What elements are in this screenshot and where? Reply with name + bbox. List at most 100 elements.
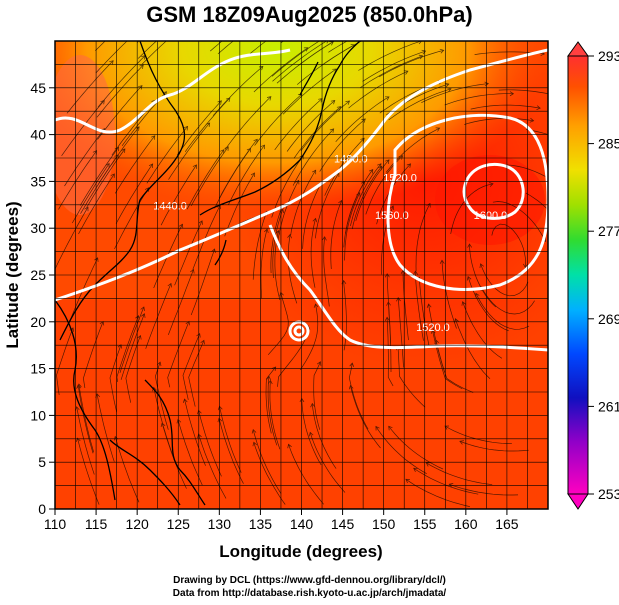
streamline-arrow <box>198 220 203 225</box>
contour-line <box>386 113 548 291</box>
streamline-arrow <box>386 301 391 306</box>
streamline-arrow <box>413 467 418 472</box>
y-tick-label: 0 <box>38 501 46 517</box>
colorbar-top-arrow <box>567 41 589 57</box>
streamline-arrow <box>140 306 145 311</box>
streamline-arrow <box>156 361 162 367</box>
streamline <box>265 366 276 434</box>
streamline <box>96 64 144 118</box>
streamline-arrow <box>529 117 535 123</box>
streamline-arrow <box>152 386 157 392</box>
x-tick-label: 125 <box>167 516 191 532</box>
streamline <box>432 330 463 390</box>
footer: Drawing by DCL (https://www.gfd-dennou.o… <box>0 574 619 600</box>
streamline-arrow <box>444 82 450 88</box>
streamline <box>71 163 110 224</box>
streamline-arrow <box>354 28 358 32</box>
streamline <box>115 163 153 224</box>
streamline <box>252 211 268 280</box>
streamline <box>296 44 355 85</box>
streamline-arrow <box>425 462 431 467</box>
colorbar-tick-label: 261 <box>598 398 619 414</box>
y-tick-label: 5 <box>38 454 46 470</box>
x-tick-label: 150 <box>372 516 396 532</box>
streamline-arrow <box>77 383 82 388</box>
streamline-arrow <box>220 149 225 154</box>
streamline-arrow <box>310 402 315 408</box>
streamline-arrow <box>332 68 337 73</box>
streamline <box>192 204 221 270</box>
streamline <box>402 270 409 341</box>
streamline <box>119 306 145 373</box>
streamline <box>56 327 74 395</box>
streamline-arrow <box>447 87 452 93</box>
streamline <box>344 192 361 261</box>
streamline <box>274 98 323 151</box>
streamline <box>190 146 229 207</box>
streamline <box>413 467 479 495</box>
streamline <box>168 122 210 180</box>
contour-label: 1480.0 <box>334 154 368 166</box>
streamline <box>397 346 426 408</box>
streamline <box>114 436 140 503</box>
x-axis-title: Longitude (degrees) <box>219 542 382 561</box>
streamline <box>298 41 336 66</box>
streamline <box>58 150 97 210</box>
streamline-arrow <box>558 183 562 187</box>
colorbar-tick-label: 253 <box>598 486 619 502</box>
streamline <box>421 83 489 104</box>
streamline <box>270 204 284 274</box>
streamline <box>450 183 494 234</box>
streamline-arrow <box>192 164 197 169</box>
streamline <box>167 321 190 388</box>
colorbar: 293 285 277 269 261 253 <box>567 41 619 510</box>
streamline <box>288 444 324 505</box>
streamline <box>300 303 319 371</box>
streamline-arrow <box>564 96 568 100</box>
contour-label: 1520.0 <box>383 172 417 184</box>
y-tick-label: 25 <box>30 267 46 283</box>
y-tick-label: 45 <box>30 80 46 96</box>
streamline <box>137 41 157 59</box>
y-tick-label: 20 <box>30 314 46 330</box>
streamline <box>498 89 548 95</box>
streamline <box>79 146 119 206</box>
streamline <box>378 49 444 78</box>
colorbar-tick-label: 285 <box>598 136 619 152</box>
streamline <box>388 426 444 470</box>
streamline <box>83 321 104 389</box>
streamline-arrow <box>185 320 190 326</box>
contour-line <box>293 325 305 337</box>
streamline-arrow <box>389 205 395 211</box>
streamline <box>415 271 424 341</box>
streamline-arrow <box>275 230 281 235</box>
streamline-arrow <box>384 316 390 321</box>
contour-label: 1440.0 <box>153 200 187 212</box>
y-tick-label: 40 <box>30 127 46 143</box>
streamline <box>330 200 342 270</box>
streamline-arrow <box>271 366 277 372</box>
streamline-arrow <box>148 163 154 169</box>
streamline-arrow <box>368 168 374 174</box>
streamline-arrow <box>454 318 459 323</box>
streamline <box>96 393 115 462</box>
streamline <box>77 384 94 454</box>
streamline-arrow <box>266 375 272 381</box>
streamline-arrow <box>94 257 99 262</box>
streamline-arrow <box>312 169 317 175</box>
streamline <box>254 93 303 146</box>
contour-label: 1600.0 <box>474 210 508 222</box>
streamline <box>480 263 529 297</box>
streamline-arrow <box>479 263 485 268</box>
streamline-arrow <box>92 150 97 155</box>
streamline-arrow <box>459 440 464 445</box>
streamline-arrow <box>140 313 146 318</box>
streamline <box>198 410 222 477</box>
streamline-arrow <box>135 126 140 131</box>
streamline <box>328 41 348 53</box>
streamline-arrow <box>384 273 390 278</box>
streamline <box>292 128 334 186</box>
streamline-arrow <box>330 100 336 105</box>
streamline-arrow <box>405 478 410 484</box>
streamline-arrow <box>418 41 422 45</box>
